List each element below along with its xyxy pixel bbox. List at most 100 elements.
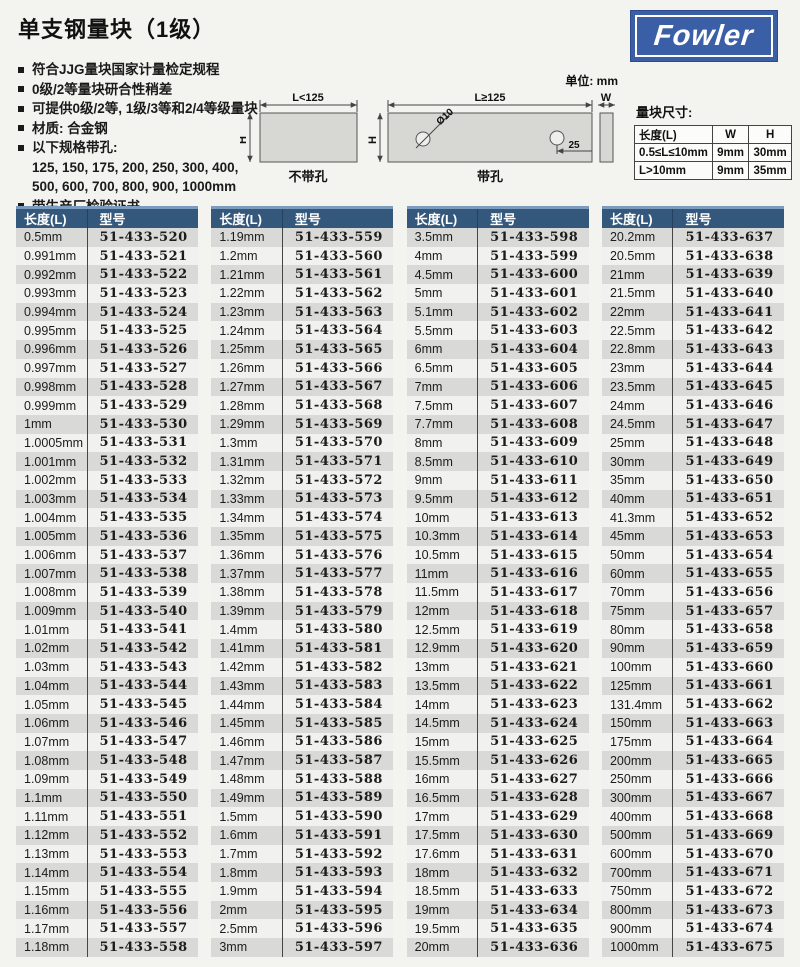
spec-row: 7.7mm 51-433-608 — [406, 414, 589, 434]
spec-row: 75mm 51-433-657 — [601, 601, 784, 621]
model-cell: 51-433-664 — [672, 732, 784, 752]
model-cell: 51-433-614 — [477, 527, 589, 546]
spec-row: 1.23mm 51-433-563 — [211, 302, 394, 322]
square-bullet-icon — [18, 105, 24, 112]
spec-row: 1.28mm 51-433-568 — [211, 396, 394, 415]
spec-row: 100mm 51-433-660 — [601, 657, 784, 677]
length-cell: 50mm — [601, 545, 673, 565]
length-cell: 1.004mm — [16, 508, 87, 527]
spec-row: 24.5mm 51-433-647 — [601, 414, 784, 434]
square-bullet-icon — [18, 125, 24, 132]
length-column-header: 长度(L) — [406, 206, 478, 228]
size-table-cell: 35mm — [748, 161, 792, 180]
length-cell: 45mm — [601, 527, 673, 546]
model-cell: 51-433-575 — [281, 527, 394, 546]
spec-row: 900mm 51-433-674 — [601, 919, 784, 939]
length-cell: 800mm — [601, 900, 673, 920]
model-cell: 51-433-624 — [477, 713, 589, 733]
model-cell: 51-433-534 — [86, 489, 198, 509]
length-cell: 0.996mm — [16, 340, 87, 359]
model-cell: 51-433-542 — [86, 639, 198, 658]
length-cell: 10mm — [406, 508, 478, 527]
spec-row: 5.5mm 51-433-603 — [406, 321, 589, 341]
length-cell: 21mm — [601, 265, 673, 285]
length-cell: 4mm — [406, 246, 478, 266]
model-cell: 51-433-609 — [477, 433, 589, 453]
model-cell: 51-433-577 — [281, 564, 394, 584]
spec-row: 1.46mm 51-433-586 — [211, 732, 394, 752]
model-cell: 51-433-659 — [672, 639, 784, 658]
model-cell: 51-433-661 — [672, 676, 784, 696]
length-cell: 1.06mm — [16, 713, 87, 733]
spec-row: 9mm 51-433-611 — [406, 470, 589, 490]
model-cell: 51-433-529 — [86, 396, 198, 415]
model-cell: 51-433-607 — [477, 396, 589, 415]
model-cell: 51-433-606 — [477, 377, 589, 397]
length-cell: 17mm — [406, 807, 478, 826]
feature-item: 0级/2等量块研合性稍差 — [18, 80, 378, 100]
spec-row: 1.14mm 51-433-554 — [16, 863, 198, 883]
spec-row: 1.06mm 51-433-546 — [16, 713, 198, 733]
width-dim-label: W — [601, 92, 612, 104]
spec-row: 12.9mm 51-433-620 — [406, 639, 589, 658]
spec-row: 19.5mm 51-433-635 — [406, 919, 589, 939]
spec-row: 300mm 51-433-667 — [601, 788, 784, 808]
size-table-header: H — [748, 125, 792, 144]
page-title: 单支钢量块（1级） — [18, 17, 216, 42]
spec-row: 1.0005mm 51-433-531 — [16, 433, 198, 453]
spec-row: 22.8mm 51-433-643 — [601, 340, 784, 359]
length-cell: 1.003mm — [16, 489, 87, 509]
block-size-panel: 量块尺寸: 长度(L) W H 0.5≤L≤10mm 9mm 30mm L>10mm 9mm 3… — [634, 102, 794, 180]
spec-row: 1.16mm 51-433-556 — [16, 900, 198, 920]
model-cell: 51-433-552 — [86, 826, 198, 845]
spec-row: 200mm 51-433-665 — [601, 751, 784, 770]
spec-row: 1.001mm 51-433-532 — [16, 452, 198, 471]
spec-row: 17.6mm 51-433-631 — [406, 844, 589, 864]
spec-row: 25mm 51-433-648 — [601, 433, 784, 453]
length-cell: 1.11mm — [16, 807, 87, 826]
spec-row: 1.008mm 51-433-539 — [16, 583, 198, 602]
model-cell: 51-433-629 — [477, 807, 589, 826]
model-cell: 51-433-621 — [477, 657, 589, 677]
spec-row: 1.33mm 51-433-573 — [211, 489, 394, 509]
model-column-header: 型号 — [86, 206, 198, 228]
size-table-cell: 9mm — [711, 161, 750, 180]
spec-row: 1.01mm 51-433-541 — [16, 620, 198, 640]
length-cell: 1.26mm — [211, 358, 283, 378]
height-dim-label: H — [367, 136, 379, 144]
model-cell: 51-433-527 — [86, 358, 198, 378]
feature-item: 125, 150, 175, 200, 250, 300, 400, — [18, 158, 378, 178]
length-cell: 1.3mm — [211, 433, 283, 453]
hole-offset-label: 25 — [568, 140, 580, 151]
model-cell: 51-433-554 — [86, 863, 198, 883]
spec-row: 23mm 51-433-644 — [601, 358, 784, 378]
length-cell: 1.5mm — [211, 807, 283, 826]
model-cell: 51-433-563 — [281, 302, 394, 322]
spec-row: 1.12mm 51-433-552 — [16, 826, 198, 845]
length-cell: 1.45mm — [211, 713, 283, 733]
left-length-dim-label: L<125 — [292, 92, 324, 104]
feature-text: 0级/2等量块研合性稍差 — [32, 81, 173, 97]
length-cell: 19.5mm — [406, 919, 478, 939]
spec-row: 3.5mm 51-433-598 — [406, 228, 589, 247]
model-cell: 51-433-558 — [86, 938, 198, 957]
model-cell: 51-433-531 — [86, 433, 198, 453]
size-table-row: 0.5≤L≤10mm 9mm 30mm — [634, 143, 792, 162]
model-cell: 51-433-557 — [86, 919, 198, 939]
model-cell: 51-433-532 — [86, 452, 198, 471]
length-cell: 200mm — [601, 751, 673, 770]
model-cell: 51-433-522 — [86, 265, 198, 285]
model-cell: 51-433-581 — [281, 639, 394, 658]
feature-item: 可提供0级/2等, 1级/3等和2/4等级量块 — [18, 99, 378, 119]
length-cell: 1.24mm — [211, 321, 283, 341]
length-cell: 1.0005mm — [16, 433, 87, 453]
length-cell: 1.18mm — [16, 938, 87, 957]
spec-row: 1.41mm 51-433-581 — [211, 639, 394, 658]
model-cell: 51-433-626 — [477, 751, 589, 770]
model-cell: 51-433-637 — [672, 228, 784, 247]
model-cell: 51-433-574 — [281, 508, 394, 527]
model-cell: 51-433-571 — [281, 452, 394, 471]
model-cell: 51-433-611 — [477, 470, 589, 490]
model-cell: 51-433-638 — [672, 246, 784, 266]
size-table-cell: 0.5≤L≤10mm — [634, 143, 713, 162]
